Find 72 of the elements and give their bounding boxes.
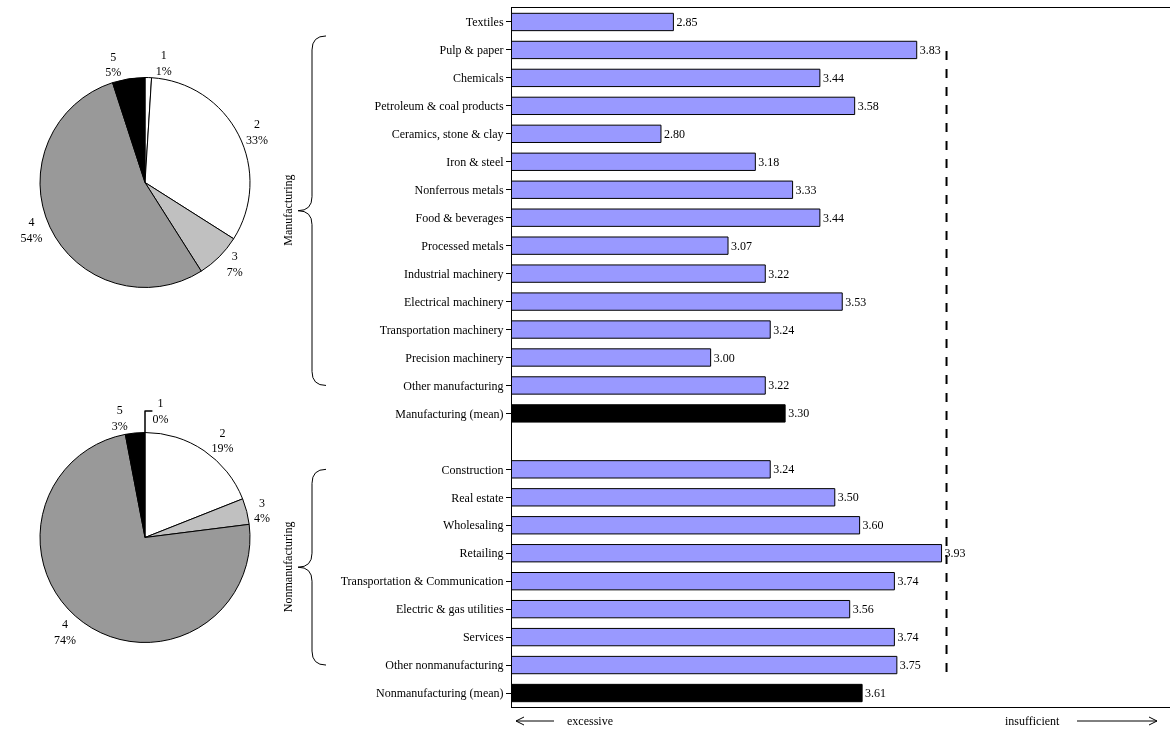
y-tick-label: Pulp & paper xyxy=(439,43,504,58)
y-tick-label: Wholesaling xyxy=(442,518,504,533)
data-label: 3.07 xyxy=(731,238,753,253)
data-label: 3.18 xyxy=(758,154,780,169)
slice-label: 2 xyxy=(253,116,260,131)
data-label: 3.61 xyxy=(865,686,887,701)
text: Manufacturing xyxy=(281,174,296,246)
data-label: 33% xyxy=(245,132,268,147)
y-tick-label: Real estate xyxy=(451,490,504,505)
data-label: 2.80 xyxy=(663,126,685,141)
y-tick-label: Transportation machinery xyxy=(379,322,504,337)
y-tick-label: Precision machinery xyxy=(405,350,504,365)
annotation: insufficient xyxy=(1005,714,1061,728)
data-label: 3% xyxy=(111,419,128,434)
data-label: 3.44 xyxy=(822,70,844,85)
slice-label: 4 xyxy=(61,617,68,632)
slice-label: 4 xyxy=(28,215,35,230)
y-tick-label: Retailing xyxy=(459,546,504,561)
data-label: 3.00 xyxy=(713,350,735,365)
data-label: 3.74 xyxy=(897,630,919,645)
data-label: 19% xyxy=(211,441,234,456)
y-tick-label: Services xyxy=(462,630,504,645)
y-tick-label: Iron & steel xyxy=(446,154,505,169)
slice-label: 5 xyxy=(110,49,117,64)
y-tick-label: Construction xyxy=(441,462,504,477)
slice-label: 3 xyxy=(259,495,266,510)
y-tick-label: Electric & gas utilities xyxy=(395,602,504,617)
data-label: 3.22 xyxy=(768,266,790,281)
data-label: 3.56 xyxy=(852,602,874,617)
data-label: 3.58 xyxy=(857,98,879,113)
data-label: 1% xyxy=(155,63,172,78)
y-tick-label: Petroleum & coal products xyxy=(374,99,504,114)
slice-label: 2 xyxy=(219,425,226,440)
y-tick-label: Transportation & Communication xyxy=(340,574,504,589)
data-label: 7% xyxy=(226,264,243,279)
data-label: 3.33 xyxy=(795,182,817,197)
y-tick-label: Food & beverages xyxy=(415,210,504,225)
y-tick-label: Electrical machinery xyxy=(403,294,504,309)
slice-label: 3 xyxy=(231,249,238,264)
y-tick-label: Nonferrous metals xyxy=(414,182,504,197)
slice-label: 1 xyxy=(160,47,167,62)
data-label: 3.53 xyxy=(845,294,867,309)
y-tick-label: Processed metals xyxy=(421,238,504,253)
data-label: 3.83 xyxy=(919,42,941,57)
text: 0% xyxy=(152,411,169,426)
y-tick-label: Other nonmanufacturing xyxy=(385,658,504,673)
data-label: 3.22 xyxy=(768,378,790,393)
data-label: 3.50 xyxy=(837,490,859,505)
y-tick-label: Other manufacturing xyxy=(403,378,504,393)
data-label: 4% xyxy=(254,511,271,526)
data-label: 3.30 xyxy=(788,406,810,421)
data-label: 54% xyxy=(20,230,43,245)
data-label: 74% xyxy=(53,632,76,647)
data-label: 3.75 xyxy=(899,658,921,673)
y-tick-label: Ceramics, stone & clay xyxy=(391,127,504,142)
y-tick-label: Manufacturing (mean) xyxy=(395,406,504,421)
y-tick-label: Industrial machinery xyxy=(403,266,504,281)
data-label: 5% xyxy=(105,65,122,80)
y-tick-label: Textiles xyxy=(465,15,504,30)
data-label: 3.74 xyxy=(897,574,919,589)
slice-label: 5 xyxy=(116,403,123,418)
data-label: 3.93 xyxy=(944,546,966,561)
data-label: 3.60 xyxy=(862,518,884,533)
text: Nonmanufacturing xyxy=(280,521,295,613)
data-label: 3.24 xyxy=(773,462,795,477)
data-label: 3.24 xyxy=(773,322,795,337)
y-tick-label: Nonmanufacturing (mean) xyxy=(375,686,504,701)
y-tick-label: Chemicals xyxy=(452,71,504,86)
category-label: 1 xyxy=(157,396,164,411)
data-label: 2.85 xyxy=(676,14,698,29)
annotation: excessive xyxy=(567,714,613,728)
data-label: 3.44 xyxy=(822,210,844,225)
